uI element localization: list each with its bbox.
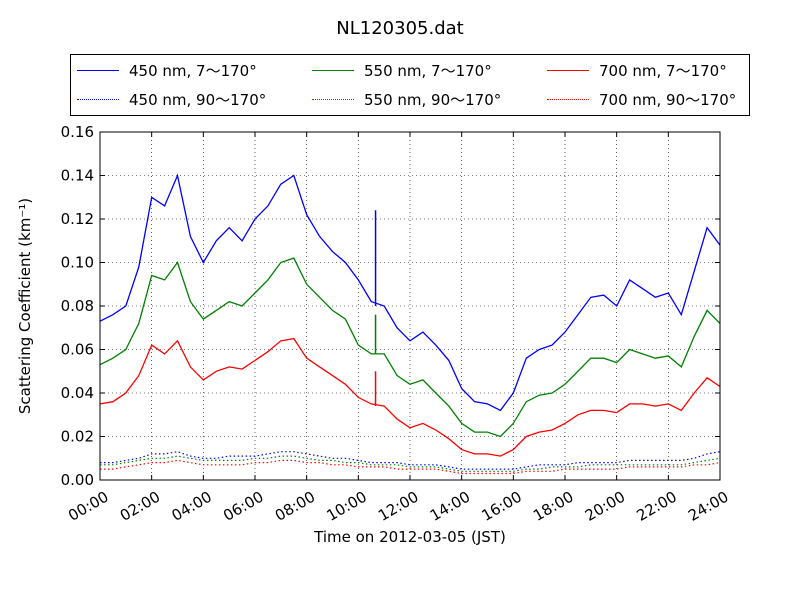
x-tick-label: 22:00 [633,488,679,525]
y-tick-label: 0.10 [61,254,94,272]
x-tick-label: 02:00 [117,488,163,525]
legend-line-450-back [77,98,119,100]
x-tick-label: 08:00 [272,488,318,525]
x-tick-label: 12:00 [375,488,421,525]
y-axis-label: Scattering Coefficient (km⁻¹) [16,198,34,414]
x-tick-label: 20:00 [582,488,628,525]
x-tick-label: 00:00 [65,488,111,525]
y-tick-label: 0.14 [61,167,94,185]
y-tick-label: 0.08 [61,297,94,315]
x-tick-label: 04:00 [168,488,214,525]
legend-line-450-full [77,69,119,71]
legend-item-450-back: 450 nm, 90～170° [77,88,266,110]
x-tick-label: 14:00 [427,488,473,525]
legend-item-450-full: 450 nm, 7～170° [77,59,257,81]
legend-item-700-full: 700 nm, 7～170° [547,59,727,81]
legend-label-550-back: 550 nm, 90～170° [364,90,502,109]
legend-line-550-full [312,69,354,71]
y-tick-label: 0.06 [61,341,94,359]
x-tick-label: 18:00 [530,488,576,525]
x-tick-label: 06:00 [220,488,266,525]
series-line-700-full [99,337,721,457]
legend-label-550-full: 550 nm, 7～170° [364,61,492,80]
y-tick-label: 0.16 [61,123,94,141]
x-tick-label: 10:00 [323,488,369,525]
series-line-450-full [99,173,721,412]
y-tick-label: 0.04 [61,384,94,402]
legend-line-550-back [312,98,354,100]
series-line-550-full [99,257,721,438]
x-axis-label: Time on 2012-03-05 (JST) [314,528,506,546]
legend-line-700-full [547,69,589,71]
legend-label-700-full: 700 nm, 7～170° [599,61,727,80]
series-line-550-back [100,455,721,472]
legend-item-550-full: 550 nm, 7～170° [312,59,492,81]
chart-title: NL120305.dat [336,18,464,39]
series-line-450-back [100,451,721,470]
legend-item-700-back: 700 nm, 90～170° [547,88,736,110]
legend-label-700-back: 700 nm, 90～170° [599,90,737,109]
y-tick-label: 0.00 [61,471,94,489]
y-tick-label: 0.02 [61,428,94,446]
x-tick-label: 16:00 [478,488,524,525]
legend-line-700-back [547,98,589,100]
chart-legend: 450 nm, 7～170° 550 nm, 7～170° 700 nm, 7～… [70,54,750,116]
legend-label-450-back: 450 nm, 90～170° [129,90,267,109]
legend-label-450-full: 450 nm, 7～170° [129,61,257,80]
x-tick-label: 24:00 [685,488,731,525]
series-line-700-back [100,459,721,475]
legend-item-550-back: 550 nm, 90～170° [312,88,501,110]
y-tick-label: 0.12 [61,210,94,228]
